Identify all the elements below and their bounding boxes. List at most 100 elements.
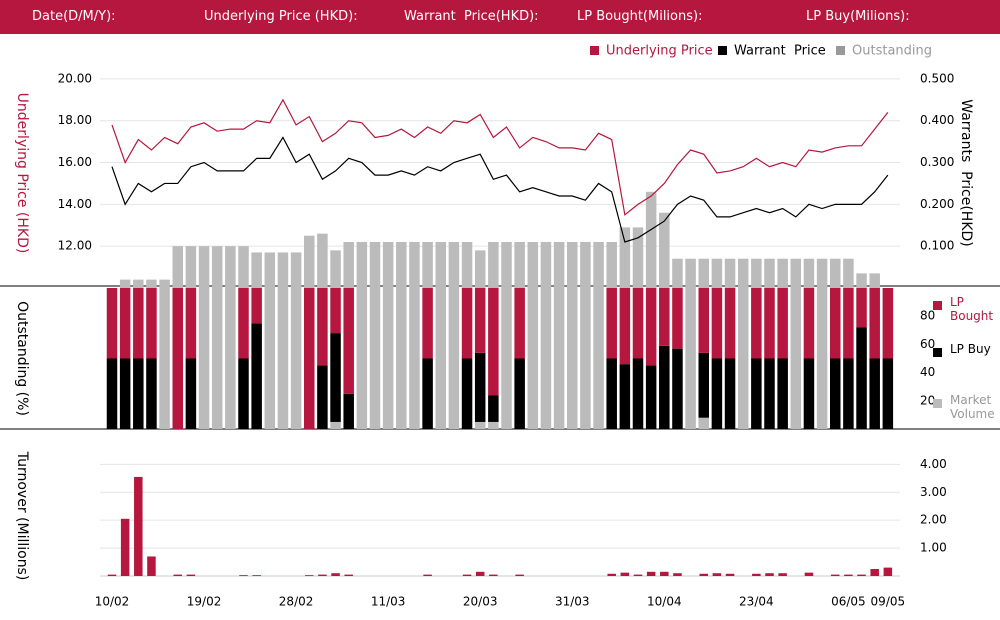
stack-segment [553,288,565,429]
stack-segment [461,288,473,359]
outstanding-bar [777,258,788,288]
outstanding-bar [119,279,131,288]
y-tick-label: 1.00 [920,541,947,555]
stack-segment [790,288,802,429]
stack-segment [580,288,591,429]
stack-segment [698,352,709,418]
stack-segment [843,358,854,429]
outstanding-bar [277,252,289,288]
turnover-bar [870,569,879,576]
turnover-bar [173,574,182,576]
outstanding-bar [211,246,223,288]
stack-segment [856,288,867,328]
stack-segment [645,288,657,366]
stack-segment [882,288,894,359]
legend-label: Underlying Price [606,44,713,59]
header-label: LP Bought(Milions): [577,9,703,24]
stack-segment [238,358,249,429]
turnover-bar [725,573,735,576]
outstanding-bar [527,242,539,288]
outstanding-bar [659,212,670,288]
legend-label: Outstanding [852,44,932,59]
stack-segment [540,288,552,429]
outstanding-bar [567,242,578,288]
outstanding-bar [501,242,512,288]
outstanding-bar [396,242,407,288]
stack-segment [632,288,644,359]
stack-segment [659,288,670,346]
y-tick-label: 0.100 [920,239,954,253]
stack-segment [304,288,315,429]
stack-segment [514,288,525,359]
legend-label: LP Bought [950,295,994,323]
outstanding-bar [540,242,552,288]
outstanding-bar [856,273,867,288]
outstanding-bar [409,242,420,288]
y-tick-label: 20.00 [58,71,92,85]
legend-swatch [933,399,942,408]
x-tick-label: 31/03 [555,595,590,609]
x-tick-label: 11/03 [371,595,406,609]
outstanding-bar [474,250,486,288]
stack-segment [435,288,446,429]
legend-swatch [836,46,845,55]
outstanding-bar [803,258,815,288]
stack-segment [488,421,499,429]
stack-segment [698,288,709,353]
turnover-bar [515,574,524,576]
stack-segment [106,358,118,429]
header-label: Underlying Price (HKD): [204,9,358,24]
turnover-bar [699,573,708,576]
stack-segment [369,288,381,429]
turnover-bar [620,572,630,576]
price-line [111,136,889,243]
stack-segment [711,358,723,429]
legend-label: LP Buy [950,342,991,356]
header-label: Date(D/M/Y): [32,9,116,24]
stack-segment [264,288,276,429]
y-tick-label: 16.00 [58,155,92,169]
outstanding-bar [461,242,473,288]
turnover-bar [633,574,643,576]
outstanding-bar [869,273,880,288]
outstanding-bar [290,252,302,288]
outstanding-bar [645,191,657,288]
turnover-bar [462,574,472,576]
header-bar: Date(D/M/Y): Underlying Price (HKD): War… [0,0,1000,34]
y-tick-label: 3.00 [920,485,947,499]
y-tick-label: 14.00 [58,197,92,211]
y-tick-label: 12.00 [58,239,92,253]
stack-segment [422,358,433,429]
stack-segment [816,288,828,429]
turnover-bar [252,575,261,576]
stack-segment [146,288,157,359]
legend-label: Market Volume [950,393,995,421]
stack-segment [251,323,262,429]
outstanding-bar [225,246,236,288]
y-axis-title: Underlying Price (HKD) [14,93,30,254]
y-tick-label: 0.300 [920,155,954,169]
stack-segment [290,288,302,429]
y-tick-label: 0.500 [920,71,954,85]
stack-segment [764,358,775,429]
x-tick-label: 28/02 [279,595,314,609]
turnover-bar [883,567,893,576]
stack-segment [501,288,512,429]
stack-segment [396,288,407,429]
stack-segment [133,288,144,359]
stack-segment [343,288,354,394]
outstanding-bar [606,242,617,288]
stack-segment [619,288,631,365]
stack-segment [803,288,815,359]
stack-segment [488,288,499,396]
stack-segment [382,288,394,429]
x-tick-label: 20/03 [463,595,498,609]
turnover-bar [778,573,787,576]
outstanding-bar [198,246,210,288]
y-tick-label: 40 [920,365,935,379]
legend-label: Warrant Price [734,44,826,59]
stack-segment [330,288,341,334]
x-tick-label: 19/02 [187,595,222,609]
stack-segment [751,288,762,359]
stack-segment [672,348,683,429]
